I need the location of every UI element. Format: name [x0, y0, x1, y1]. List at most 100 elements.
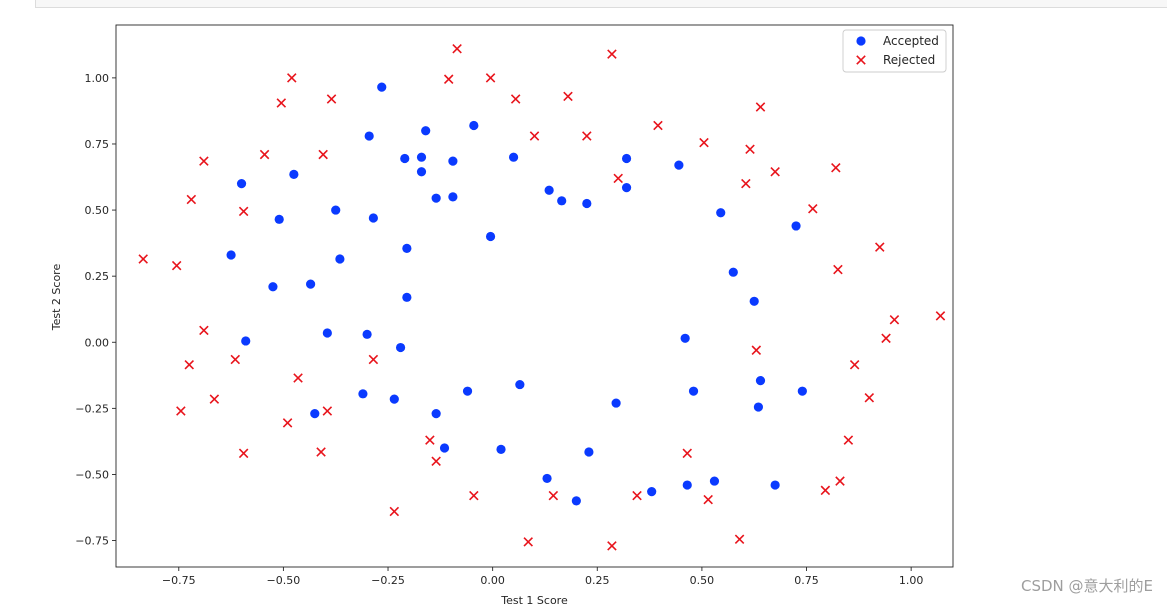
accepted-point: [274, 214, 284, 224]
rejected-point: [563, 91, 573, 102]
y-tick-label: 0.25: [85, 270, 110, 283]
rejected-point: [874, 242, 885, 252]
accepted-legend-marker: [856, 36, 866, 46]
accepted-point: [362, 329, 372, 339]
x-tick-label: 1.00: [899, 574, 924, 587]
rejected-point: [755, 102, 766, 112]
rejected-point: [523, 537, 533, 547]
accepted-point: [448, 156, 458, 166]
y-axis-label: Test 2 Score: [50, 264, 63, 332]
accepted-point: [770, 480, 780, 490]
rejected-point: [230, 354, 241, 365]
accepted-point: [709, 476, 720, 486]
rejected-point: [176, 406, 186, 416]
rejected-point: [889, 315, 900, 325]
accepted-point: [716, 208, 726, 218]
rejected-legend-marker: [856, 55, 866, 65]
rejected-point: [741, 178, 751, 189]
accepted-point: [364, 131, 374, 141]
y-tick-label: 0.50: [85, 204, 110, 217]
rejected-point: [485, 73, 496, 83]
accepted-point: [358, 389, 368, 399]
x-tick-label: 0.25: [585, 574, 610, 587]
accepted-point: [322, 328, 332, 338]
rejected-point: [282, 418, 293, 428]
rejected-point: [186, 194, 197, 205]
rejected-point: [820, 485, 831, 496]
y-tick-label: −0.25: [75, 402, 109, 415]
rejected-point: [808, 203, 818, 214]
accepted-point: [755, 376, 766, 386]
accepted-point: [791, 221, 801, 231]
legend-box: [842, 29, 947, 73]
accepted-legend-label: Accepted: [883, 34, 939, 48]
accepted-point: [431, 193, 441, 203]
rejected-point: [276, 98, 287, 108]
accepted-point: [582, 198, 592, 209]
rejected-point: [699, 137, 709, 148]
accepted-point: [797, 386, 807, 396]
rejected-point: [443, 74, 454, 84]
accepted-point: [680, 333, 690, 343]
accepted-point: [416, 167, 427, 177]
accepted-point: [753, 402, 763, 412]
rejected-point: [510, 94, 521, 104]
y-tick-label: 0.00: [85, 336, 110, 349]
rejected-point: [864, 393, 875, 403]
rejected-legend-label: Rejected: [883, 53, 935, 67]
rejected-point: [425, 435, 435, 445]
accepted-point: [402, 292, 412, 302]
x-tick-label: 0.00: [480, 574, 505, 587]
y-tick-label: −0.75: [75, 535, 109, 548]
accepted-point: [542, 473, 552, 484]
accepted-point: [368, 213, 378, 223]
rejected-point: [881, 333, 891, 344]
rejected-point: [831, 163, 841, 173]
accepted-point: [306, 279, 316, 289]
accepted-point: [508, 152, 519, 162]
rejected-point: [613, 173, 623, 184]
accepted-point: [462, 386, 473, 396]
accepted-point: [389, 394, 399, 404]
rejected-point: [368, 354, 379, 365]
accepted-point: [485, 231, 496, 242]
accepted-point: [395, 342, 406, 353]
accepted-point: [584, 447, 594, 457]
watermark: CSDN @意大利的E: [1020, 577, 1153, 595]
accepted-point: [674, 160, 684, 170]
accepted-point: [621, 153, 632, 164]
rejected-point: [259, 149, 270, 160]
rejected-point: [469, 490, 479, 501]
rejected-point: [632, 490, 642, 501]
x-tick-label: −0.75: [162, 574, 196, 587]
accepted-point: [331, 205, 341, 215]
accepted-point: [402, 243, 412, 254]
y-tick-label: −0.50: [75, 468, 109, 481]
accepted-point: [557, 196, 567, 206]
accepted-point: [611, 398, 621, 408]
accepted-point: [241, 336, 251, 346]
rejected-point: [287, 73, 297, 83]
rejected-point: [199, 156, 209, 166]
rejected-point: [734, 534, 745, 545]
accepted-point: [421, 126, 431, 136]
y-axis-ticks: −0.75 −0.50 −0.25 0.00 0.25 0.50 0.75 1.00: [75, 72, 116, 548]
rejected-point: [318, 149, 328, 160]
accepted-point: [416, 152, 427, 162]
accepted-point: [647, 487, 657, 497]
x-axis-label: Test 1 Score: [500, 594, 568, 605]
x-tick-label: 0.50: [690, 574, 715, 587]
rejected-point: [607, 49, 617, 59]
rejected-point: [835, 476, 845, 486]
accepted-point: [400, 153, 410, 164]
rejected-point: [682, 448, 693, 459]
accepted-point: [682, 480, 692, 490]
x-tick-label: 0.75: [794, 574, 819, 587]
rejected-point: [171, 260, 182, 271]
rejected-point: [326, 94, 337, 104]
rejected-point: [833, 264, 843, 275]
accepted-point: [496, 444, 506, 454]
rejected-point: [843, 435, 854, 445]
accepted-point: [688, 386, 699, 396]
accepted-point: [448, 192, 458, 202]
